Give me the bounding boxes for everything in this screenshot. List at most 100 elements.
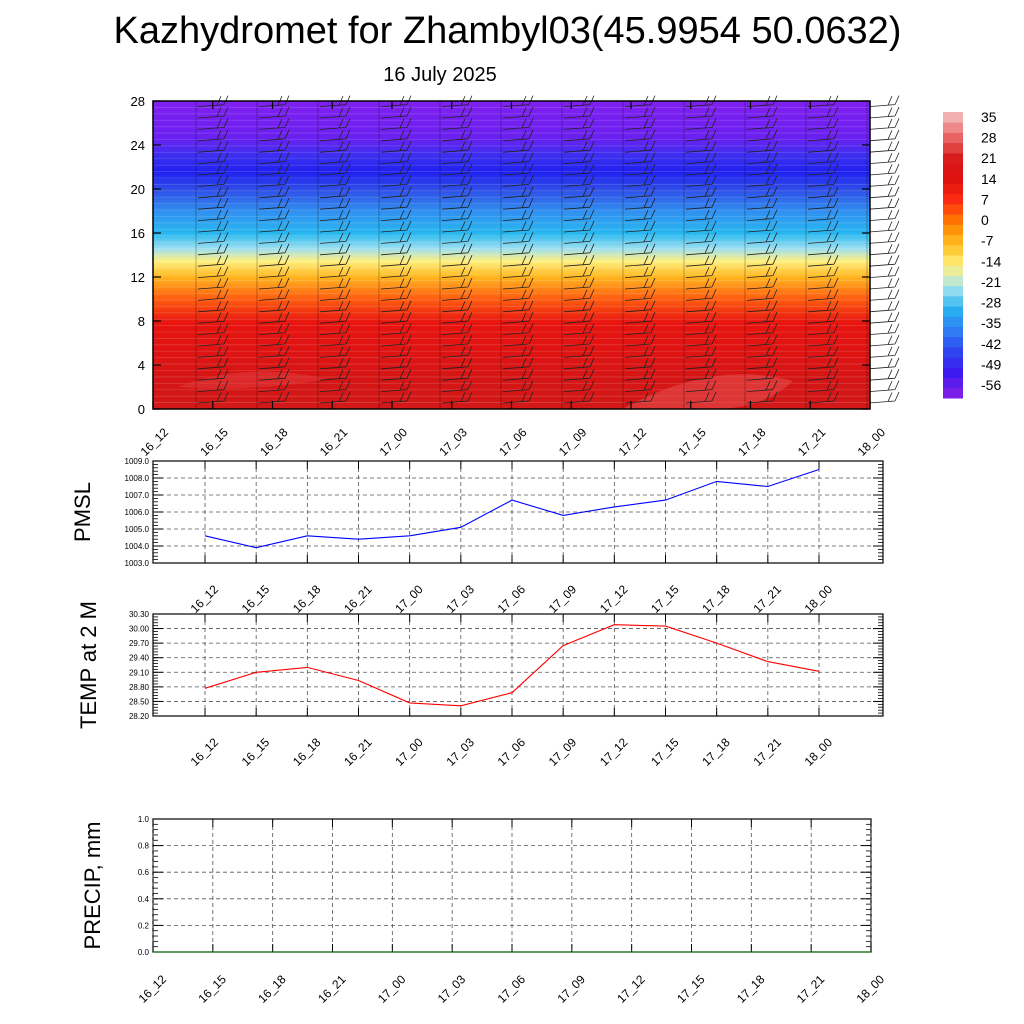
wind-barb: [319, 334, 351, 347]
wind-barb: [502, 357, 534, 370]
wind-barb: [563, 346, 595, 358]
wind-barb: [563, 152, 595, 164]
wind-barb: [807, 334, 839, 347]
wind-barb: [319, 266, 351, 278]
wind-barb: [868, 141, 900, 153]
x-tick-label: 17_18: [699, 735, 733, 769]
wind-barb: [624, 220, 656, 233]
wind-barb: [319, 391, 351, 404]
colorbar-label: -56: [981, 377, 1001, 393]
x-tick-label: 16_21: [315, 972, 349, 1006]
colorbar-box: [943, 234, 963, 246]
x-tick-label: 16_15: [239, 582, 273, 616]
series-line: [204, 624, 820, 707]
wind-barb: [258, 163, 290, 176]
wind-barb: [319, 175, 351, 187]
wind-barb: [319, 209, 351, 221]
y-tick-label: 29.10: [129, 668, 150, 677]
wind-barb: [258, 289, 290, 301]
wind-barb: [807, 346, 839, 358]
wind-barb: [197, 312, 229, 324]
wind-barb: [441, 152, 473, 164]
wind-barb: [441, 380, 473, 392]
wind-barb: [868, 232, 900, 244]
x-tick-label: 17_21: [794, 972, 828, 1006]
wind-barb: [746, 118, 778, 130]
wind-barb: [563, 243, 595, 256]
wind-barb: [197, 163, 229, 176]
colorbar-box: [943, 295, 963, 307]
y-tick-label: 24: [131, 138, 145, 153]
wind-barb: [868, 95, 900, 107]
y-tick-label: 29.70: [129, 639, 150, 648]
wind-barb: [685, 369, 717, 381]
wind-barb: [197, 243, 229, 256]
wind-barb: [319, 380, 351, 392]
wind-barb: [441, 369, 473, 381]
wind-barb: [502, 323, 534, 335]
y-tick-label: 0.0: [138, 948, 150, 957]
wind-barb: [197, 391, 229, 404]
wind-barb: [685, 232, 717, 244]
wind-barb: [380, 312, 412, 324]
wind-barb: [807, 186, 839, 199]
wind-barb: [746, 198, 778, 210]
colorbar-label: -28: [981, 295, 1001, 311]
wind-barb: [746, 175, 778, 187]
wind-barb: [380, 277, 412, 290]
x-tick-label: 17_09: [556, 425, 590, 459]
wind-barb: [319, 186, 351, 199]
wind-barb: [319, 277, 351, 290]
colorbar-box: [943, 367, 963, 379]
wind-barb: [624, 289, 656, 301]
wind-barb: [624, 209, 656, 221]
wind-barb: [746, 369, 778, 381]
colorbar-label: -49: [981, 356, 1001, 372]
wind-barb: [258, 175, 290, 187]
wind-barb: [685, 380, 717, 392]
wind-barb: [441, 106, 473, 119]
wind-barb: [441, 289, 473, 301]
wind-barb: [319, 106, 351, 119]
wind-barb: [197, 357, 229, 370]
colorbar-box: [943, 224, 963, 236]
wind-barb: [746, 346, 778, 358]
wind-barb: [624, 175, 656, 187]
wind-barb: [319, 129, 351, 142]
wind-barb: [563, 186, 595, 199]
wind-barb: [441, 163, 473, 176]
wind-barb: [258, 323, 290, 335]
wind-barb: [563, 334, 595, 347]
wind-barb: [258, 266, 290, 278]
colorbar-label: -7: [981, 233, 994, 249]
x-tick-label: 17_15: [674, 972, 708, 1006]
wind-barb: [807, 369, 839, 381]
wind-barb: [441, 277, 473, 290]
y-tick-label: 1005.0: [125, 525, 150, 534]
colorbar-label: 35: [981, 109, 997, 125]
y-axis-label: TEMP at 2 M: [76, 601, 101, 729]
wind-barb: [685, 255, 717, 267]
x-tick-label: 17_03: [443, 582, 477, 616]
x-tick-label: 17_15: [648, 735, 682, 769]
wind-barb: [563, 163, 595, 176]
wind-barb: [258, 118, 290, 130]
wind-barb: [258, 334, 290, 347]
wind-barb: [746, 163, 778, 176]
wind-barb: [441, 334, 473, 347]
wind-barb: [746, 277, 778, 290]
y-tick-label: 8: [138, 314, 145, 329]
y-axis-label: PMSL: [70, 482, 95, 542]
wind-barb: [624, 369, 656, 381]
wind-barb: [502, 334, 534, 347]
wind-barb: [502, 163, 534, 176]
x-tick-label: 16_21: [341, 582, 375, 616]
y-tick-label: 0: [138, 402, 145, 417]
wind-barb: [807, 323, 839, 335]
colorbar-label: 7: [981, 191, 989, 207]
x-tick-label: 17_06: [496, 425, 530, 459]
wind-barb: [746, 232, 778, 244]
wind-barb: [258, 277, 290, 290]
wind-barb: [624, 163, 656, 176]
x-tick-label: 16_18: [290, 582, 324, 616]
